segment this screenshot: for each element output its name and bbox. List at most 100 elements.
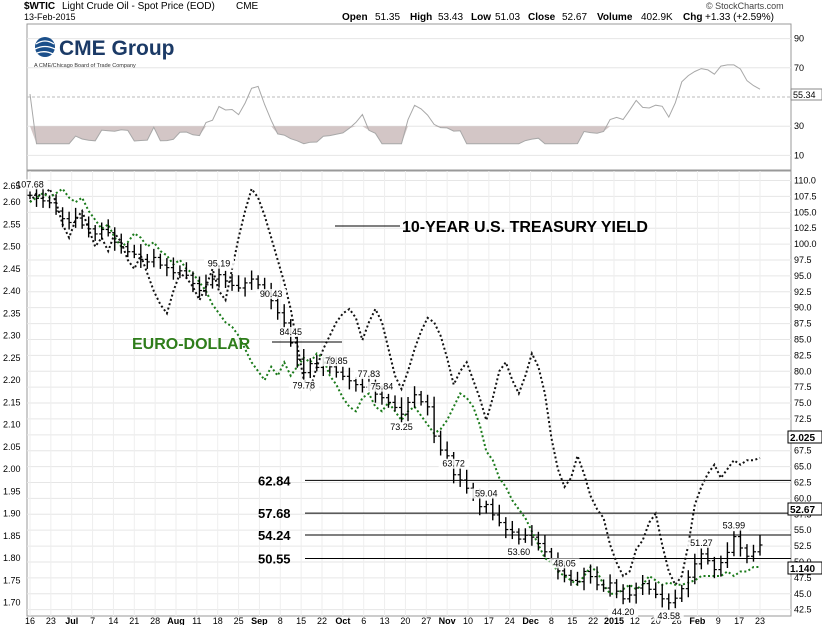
x-tick-label: Oct bbox=[335, 616, 350, 625]
x-tick-label: Feb bbox=[689, 616, 706, 625]
price-label: 59.04 bbox=[475, 488, 498, 498]
price-annotations: 107.68 95.19 90.43 84.45 79.78 79.85 77.83 75.8… bbox=[12, 179, 749, 621]
right-tick-label: 90.0 bbox=[794, 303, 812, 313]
level-label: 54.24 bbox=[258, 528, 291, 543]
x-tick-label: 20 bbox=[400, 616, 410, 625]
price-label: 77.83 bbox=[358, 369, 381, 379]
left-tick-label: 2.25 bbox=[3, 353, 21, 363]
svg-text:51.35: 51.35 bbox=[375, 12, 400, 23]
price-label-bg bbox=[549, 558, 580, 569]
svg-text:Chg: Chg bbox=[683, 12, 702, 23]
svg-text:Close: Close bbox=[528, 12, 556, 23]
eurodollar-annotation: EURO-DOLLAR bbox=[132, 336, 251, 353]
level-label: 50.55 bbox=[258, 551, 291, 566]
x-tick-label: 11 bbox=[192, 616, 201, 625]
x-tick-label: 23 bbox=[755, 616, 765, 625]
price-label-bg bbox=[653, 610, 684, 621]
svg-text:55.34: 55.34 bbox=[793, 90, 816, 100]
x-tick-label: 7 bbox=[90, 616, 95, 625]
description: Light Crude Oil - Spot Price (EOD) bbox=[62, 1, 215, 12]
x-tick-label: 15 bbox=[567, 616, 577, 625]
svg-text:Open: Open bbox=[342, 12, 368, 23]
svg-text:High: High bbox=[410, 12, 432, 23]
left-tick-label: 1.95 bbox=[3, 486, 21, 496]
x-tick-label: Aug bbox=[167, 616, 185, 625]
treasury-last-badge: 2.025 bbox=[787, 430, 822, 444]
left-tick-label: 2.60 bbox=[3, 197, 21, 207]
price-label: 48.05 bbox=[553, 558, 576, 568]
svg-text:52.67: 52.67 bbox=[562, 12, 587, 23]
right-tick-label: 62.5 bbox=[794, 478, 812, 488]
price-label-bg bbox=[256, 288, 287, 299]
svg-text:52.67: 52.67 bbox=[790, 505, 815, 516]
main-grid bbox=[27, 171, 791, 616]
left-tick-label: 2.55 bbox=[3, 219, 21, 229]
rsi-tick-label: 10 bbox=[794, 150, 804, 160]
right-tick-label: 87.5 bbox=[794, 319, 812, 329]
date: 13-Feb-2015 bbox=[24, 12, 76, 22]
price-label-bg bbox=[12, 179, 48, 190]
right-tick-label: 65.0 bbox=[794, 462, 812, 472]
svg-text:2.025: 2.025 bbox=[790, 433, 815, 444]
svg-text:53.43: 53.43 bbox=[438, 12, 463, 23]
left-tick-label: 2.30 bbox=[3, 331, 21, 341]
right-tick-label: 52.5 bbox=[794, 541, 812, 551]
svg-text:402.9K: 402.9K bbox=[641, 12, 673, 23]
price-label-bg bbox=[321, 356, 352, 367]
rsi-last-badge: 55.34 bbox=[790, 88, 822, 101]
right-tick-label: 110.0 bbox=[794, 176, 816, 186]
price-label: 79.78 bbox=[292, 381, 315, 391]
left-tick-label: 2.10 bbox=[3, 420, 21, 430]
right-tick-label: 92.5 bbox=[794, 287, 812, 297]
cme-group-logo: CME Group A CME/Chicago Board of Trade C… bbox=[34, 37, 175, 69]
price-label-bg bbox=[288, 380, 319, 391]
right-tick-label: 42.5 bbox=[794, 605, 812, 615]
right-tick-label: 100.0 bbox=[794, 239, 817, 249]
x-tick-label: Sep bbox=[251, 616, 268, 625]
x-tick-label: Jul bbox=[65, 616, 78, 625]
x-tick-label: 8 bbox=[278, 616, 283, 625]
price-label-bg bbox=[438, 458, 469, 469]
x-tick-label: 12 bbox=[630, 616, 640, 625]
price-label: 63.72 bbox=[442, 459, 465, 469]
price-label-bg bbox=[608, 606, 639, 617]
left-tick-label: 1.80 bbox=[3, 553, 21, 563]
rsi-line bbox=[29, 64, 761, 145]
x-tick-label: 25 bbox=[234, 616, 244, 625]
rsi-tick-label: 30 bbox=[794, 121, 804, 131]
price-label-bg bbox=[353, 369, 384, 380]
price-label: 73.25 bbox=[390, 422, 413, 432]
x-tick-label: 14 bbox=[108, 616, 118, 625]
right-tick-label: 75.0 bbox=[794, 398, 812, 408]
price-label-bg bbox=[204, 258, 235, 269]
x-tick-label: 17 bbox=[734, 616, 744, 625]
left-top-tick: 2.65 bbox=[3, 181, 21, 191]
price-label-bg bbox=[718, 520, 749, 531]
right-tick-label: 60.0 bbox=[794, 493, 812, 503]
x-tick-label: 27 bbox=[421, 616, 431, 625]
svg-text:51.03: 51.03 bbox=[495, 12, 520, 23]
right-tick-label: 82.5 bbox=[794, 350, 812, 360]
x-tick-label: Dec bbox=[522, 616, 539, 625]
left-axis: 2.60 2.55 2.50 2.45 2.40 2.35 2.30 2.25 2.20 2.15… bbox=[3, 197, 21, 608]
rsi-tick-label: 90 bbox=[794, 34, 804, 44]
ohlc-readout: Open 51.35 High 53.43 Low 51.03 Close 52… bbox=[342, 12, 774, 23]
right-tick-label: 80.0 bbox=[794, 366, 812, 376]
x-tick-label: 28 bbox=[150, 616, 160, 625]
price-label: 43.58 bbox=[657, 611, 680, 621]
right-tick-label: 95.0 bbox=[794, 271, 812, 281]
right-tick-label: 72.5 bbox=[794, 414, 812, 424]
rsi-tick-label: 70 bbox=[794, 63, 804, 73]
right-tick-label: 97.5 bbox=[794, 255, 812, 265]
right-tick-label: 107.5 bbox=[794, 191, 817, 201]
x-tick-label: 15 bbox=[296, 616, 306, 625]
price-label: 107.68 bbox=[16, 179, 44, 189]
svg-text:1.140: 1.140 bbox=[790, 564, 815, 575]
level-label: 62.84 bbox=[258, 473, 291, 488]
left-tick-label: 2.15 bbox=[3, 397, 21, 407]
level-label: 57.68 bbox=[258, 506, 291, 521]
exchange: CME bbox=[236, 1, 259, 12]
right-tick-label: 105.0 bbox=[794, 207, 817, 217]
x-tick-label: 17 bbox=[484, 616, 494, 625]
